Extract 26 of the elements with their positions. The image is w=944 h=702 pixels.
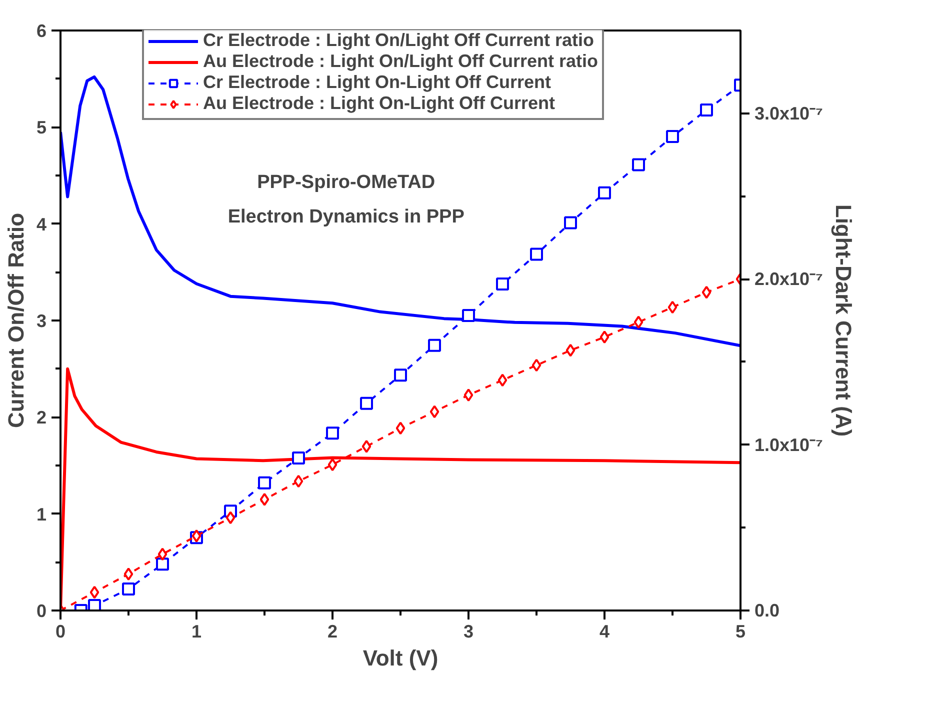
y-tick-label: 1 <box>36 504 47 524</box>
x-tick-label: 1 <box>191 622 202 642</box>
y2-axis-title: Light-Dark Current (A) <box>830 204 856 437</box>
y2-tick-label: 3.0x10⁻⁷ <box>754 103 823 124</box>
y2-tick-label: 0.0 <box>754 600 780 620</box>
y-tick-label: 2 <box>36 408 47 428</box>
legend-label: Cr Electrode : Light On/Light Off Current ratio <box>203 30 594 51</box>
y-tick-label: 3 <box>36 311 47 331</box>
y-tick-label: 4 <box>36 214 47 234</box>
x-tick-label: 5 <box>735 622 746 642</box>
y2-tick-label: 2.0x10⁻⁷ <box>754 269 823 290</box>
x-tick-label: 4 <box>599 622 610 642</box>
y2-tick-label: 1.0x10⁻⁷ <box>754 434 823 455</box>
x-tick-label: 2 <box>327 622 338 642</box>
y-tick-label: 6 <box>36 21 47 41</box>
annotation: PPP-Spiro-OMeTAD <box>257 172 436 193</box>
legend-label: Cr Electrode : Light On-Light Off Current <box>203 72 551 93</box>
y-tick-label: 5 <box>36 118 47 138</box>
y-tick-label: 0 <box>36 601 47 621</box>
x-tick-label: 0 <box>55 622 66 642</box>
legend-label: Au Electrode : Light On/Light Off Current ratio <box>203 51 598 72</box>
x-axis-title: Volt (V) <box>362 646 438 670</box>
x-tick-label: 3 <box>463 622 474 642</box>
y-axis-title: Current On/Off Ratio <box>3 212 28 428</box>
legend-label: Au Electrode : Light On-Light Off Current <box>203 93 555 114</box>
annotation: Electron Dynamics in PPP <box>228 206 465 228</box>
